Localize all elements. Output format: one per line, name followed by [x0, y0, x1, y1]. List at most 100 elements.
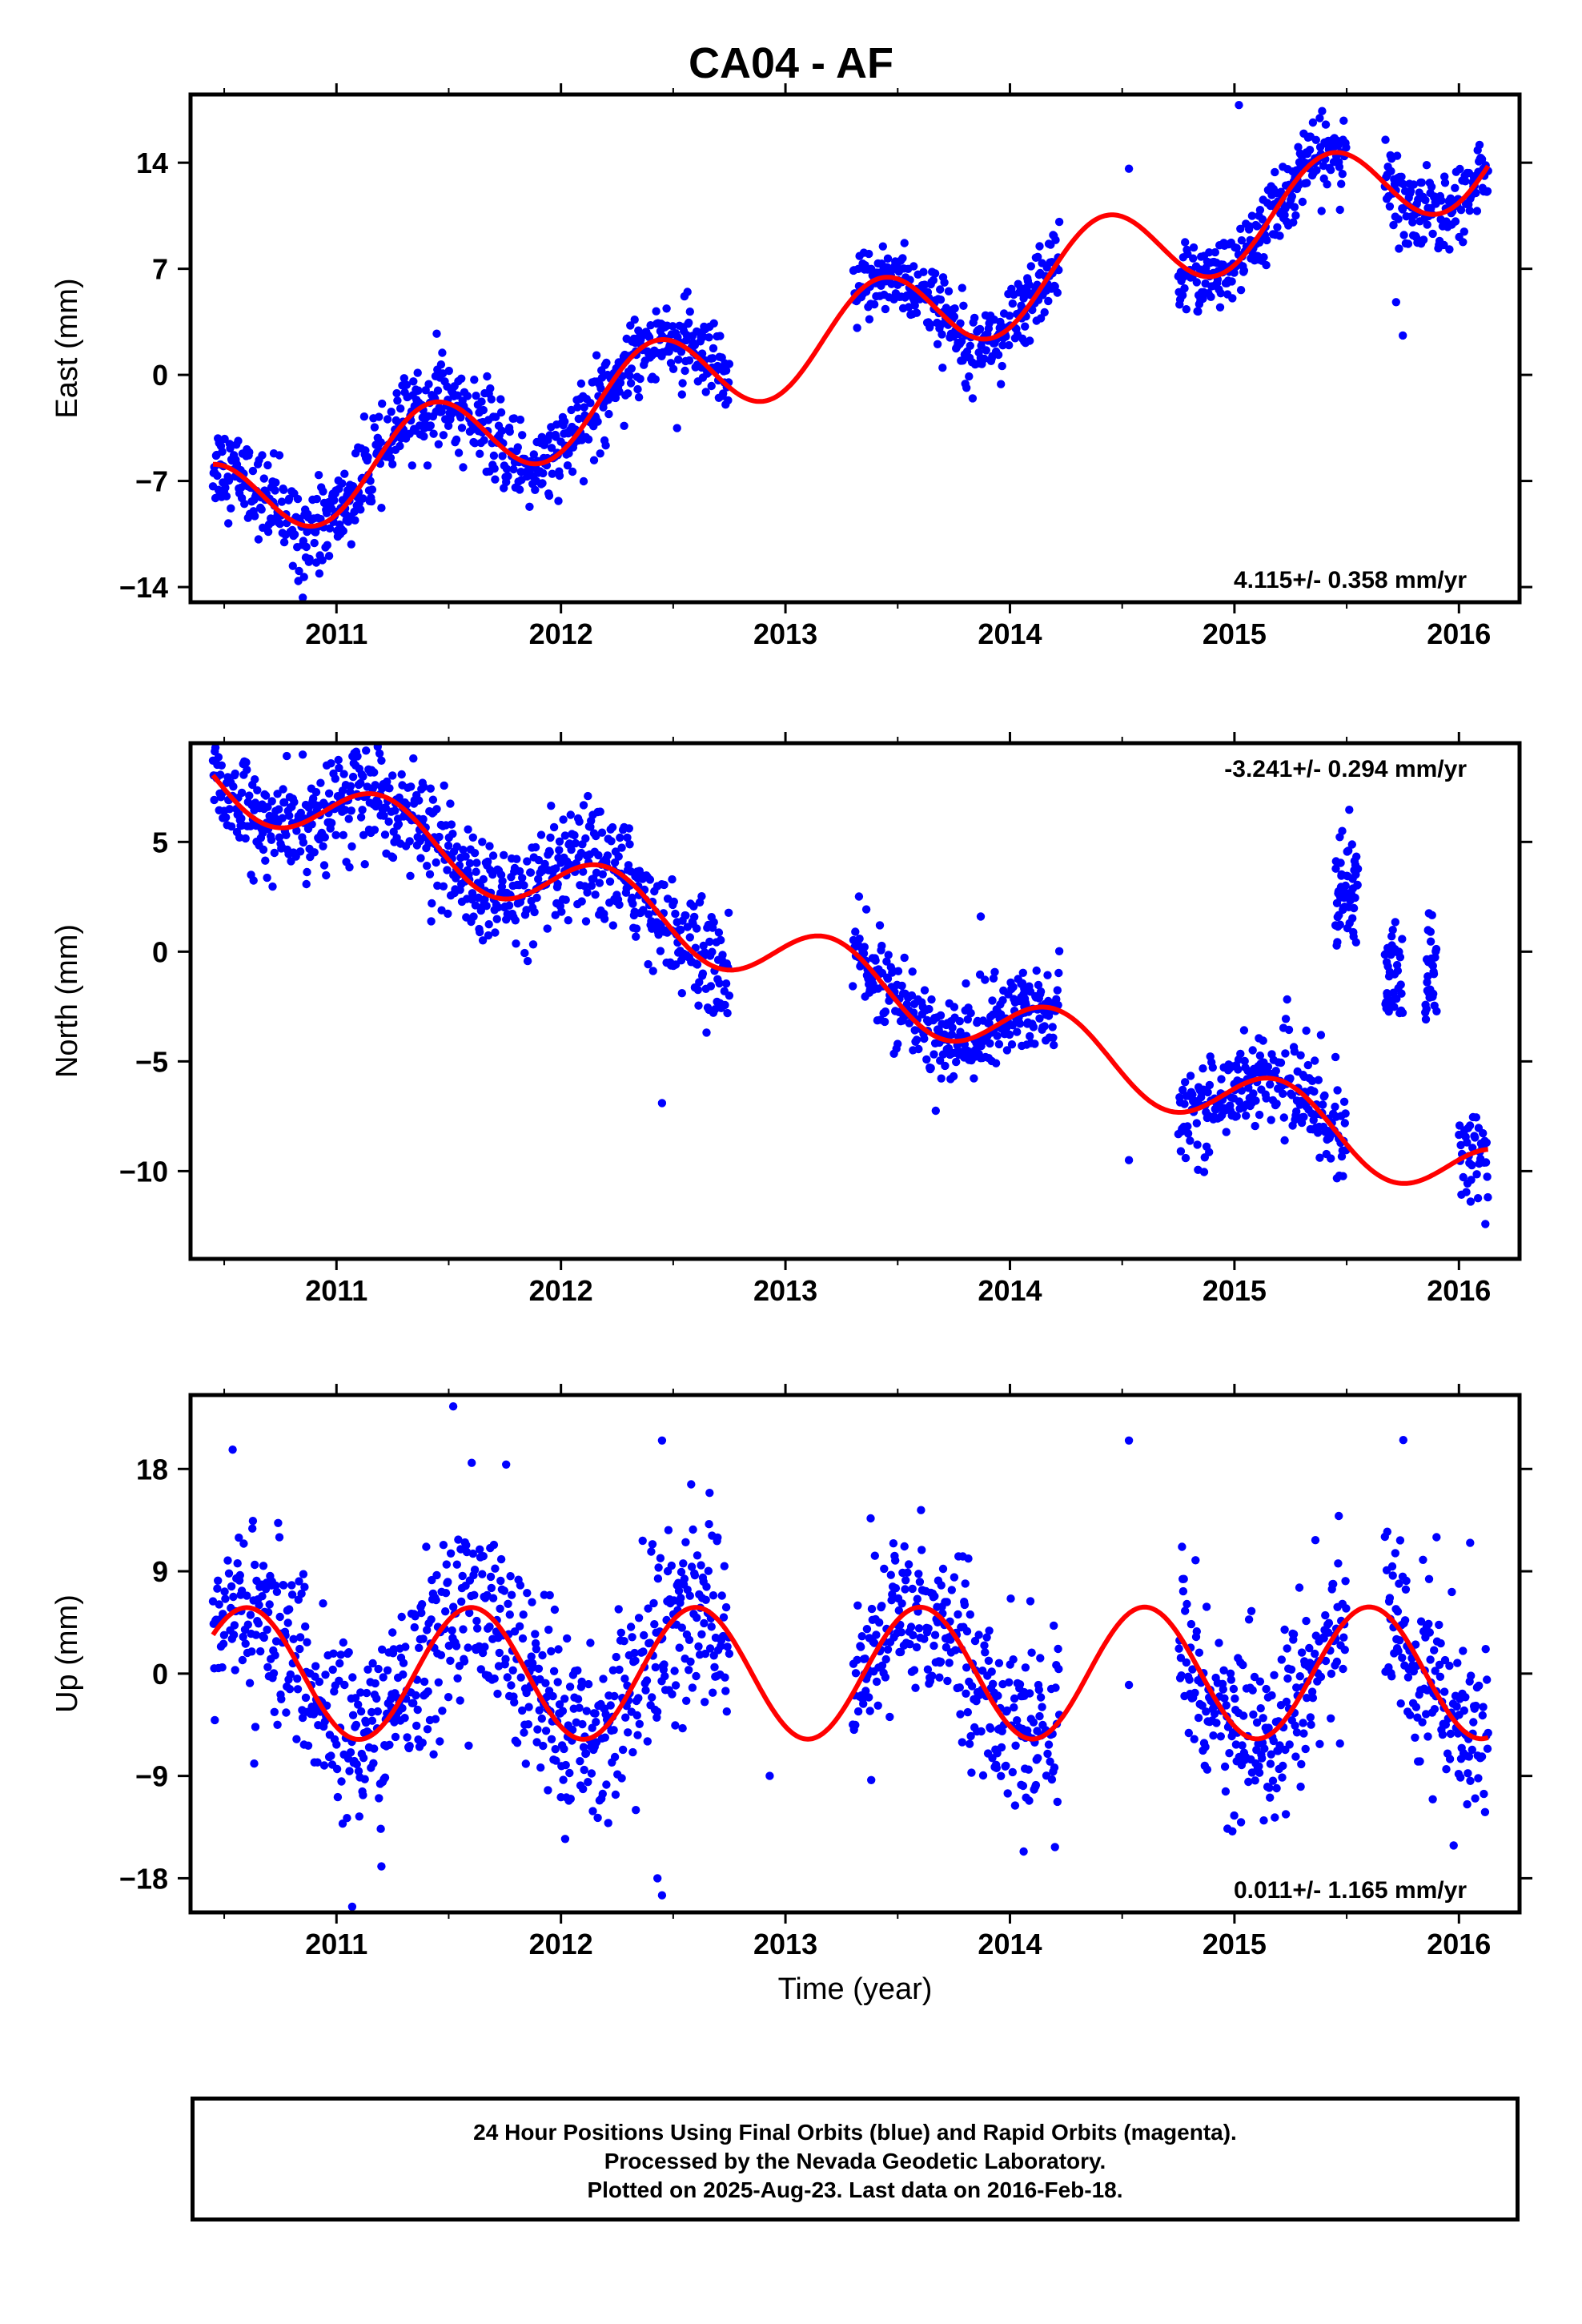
data-point: [400, 1714, 409, 1723]
data-point: [551, 1745, 560, 1754]
data-point: [936, 285, 945, 294]
data-point: [650, 1620, 659, 1629]
data-point: [1445, 1755, 1455, 1763]
data-point: [704, 1566, 713, 1575]
data-point: [529, 450, 538, 459]
data-point: [1435, 1620, 1443, 1630]
data-point: [947, 1030, 957, 1039]
data-point: [705, 1489, 714, 1498]
data-point: [1006, 1594, 1015, 1603]
data-point: [484, 920, 493, 929]
data-point: [1387, 932, 1396, 941]
data-point: [1281, 1049, 1290, 1058]
data-point: [1018, 1781, 1028, 1791]
data-point: [1426, 1655, 1435, 1664]
data-point: [1013, 1027, 1022, 1036]
data-point: [378, 399, 387, 408]
data-point: [1054, 1644, 1062, 1654]
data-point: [1182, 1658, 1191, 1667]
data-point: [1015, 1019, 1025, 1028]
data-point: [1381, 135, 1390, 144]
data-point: [505, 427, 514, 436]
data-point: [693, 985, 702, 995]
data-point: [1422, 1004, 1431, 1014]
data-point: [702, 1582, 711, 1591]
data-point: [371, 1679, 379, 1688]
data-point: [1188, 1090, 1197, 1099]
data-point: [439, 431, 448, 440]
data-point: [608, 1666, 617, 1675]
data-point: [1311, 1056, 1319, 1065]
data-point: [1292, 1107, 1301, 1116]
data-point: [1263, 1062, 1273, 1072]
data-point: [444, 1693, 453, 1702]
data-point: [606, 1701, 615, 1710]
data-point: [849, 982, 857, 991]
data-point: [1282, 1697, 1291, 1707]
data-point: [584, 1778, 592, 1787]
data-point: [546, 833, 555, 842]
data-point: [1021, 1663, 1030, 1672]
data-point: [705, 1644, 715, 1653]
data-point: [624, 861, 633, 870]
data-point: [881, 1673, 890, 1682]
data-point: [263, 527, 273, 537]
data-point: [1255, 1110, 1264, 1120]
data-point: [1269, 1736, 1279, 1746]
data-point: [536, 830, 546, 839]
data-point: [426, 421, 435, 430]
data-point: [970, 1074, 978, 1083]
data-point: [1480, 1789, 1488, 1799]
data-point: [339, 770, 348, 778]
data-point: [875, 921, 885, 930]
data-point: [584, 435, 593, 444]
data-point: [1472, 1701, 1480, 1711]
data-point: [216, 770, 225, 779]
data-point: [336, 1651, 345, 1659]
data-point: [1184, 1728, 1194, 1738]
data-point: [609, 1726, 618, 1735]
data-point: [1303, 1694, 1311, 1703]
data-point: [1431, 953, 1439, 962]
data-point: [721, 1673, 729, 1682]
data-point: [468, 895, 476, 904]
data-point: [1011, 1741, 1020, 1750]
data-point: [942, 1598, 951, 1606]
y-tick-label: 0: [152, 359, 168, 392]
data-point: [1317, 207, 1326, 215]
data-point: [966, 341, 975, 350]
data-point: [1437, 196, 1446, 205]
data-point: [470, 1590, 479, 1600]
data-point: [1483, 187, 1492, 195]
frame-east: [188, 92, 1522, 605]
data-point: [468, 889, 477, 898]
data-point: [313, 1758, 322, 1767]
data-point: [866, 1514, 875, 1523]
data-point: [478, 936, 488, 945]
data-point: [671, 909, 680, 919]
data-point: [1265, 1783, 1274, 1792]
data-point: [565, 839, 574, 848]
data-point: [550, 1605, 560, 1614]
data-point: [375, 749, 384, 758]
data-point: [653, 1874, 662, 1883]
data-point: [573, 1695, 583, 1703]
x-tick-label: 2011: [305, 1928, 367, 1960]
data-point: [1049, 1033, 1058, 1043]
data-point: [319, 842, 327, 851]
data-point: [1216, 289, 1226, 298]
data-point: [448, 1626, 456, 1635]
data-point: [615, 1665, 624, 1675]
data-point: [402, 380, 412, 389]
data-point: [283, 1618, 292, 1627]
data-point: [1272, 1100, 1281, 1108]
data-point: [1315, 1153, 1324, 1162]
data-point: [225, 805, 234, 814]
data-point: [660, 880, 669, 890]
data-point: [1225, 1749, 1234, 1758]
data-point: [1015, 1680, 1025, 1689]
data-point: [935, 1673, 944, 1682]
data-point: [502, 464, 512, 473]
data-point: [632, 924, 641, 933]
data-point: [970, 1636, 980, 1646]
